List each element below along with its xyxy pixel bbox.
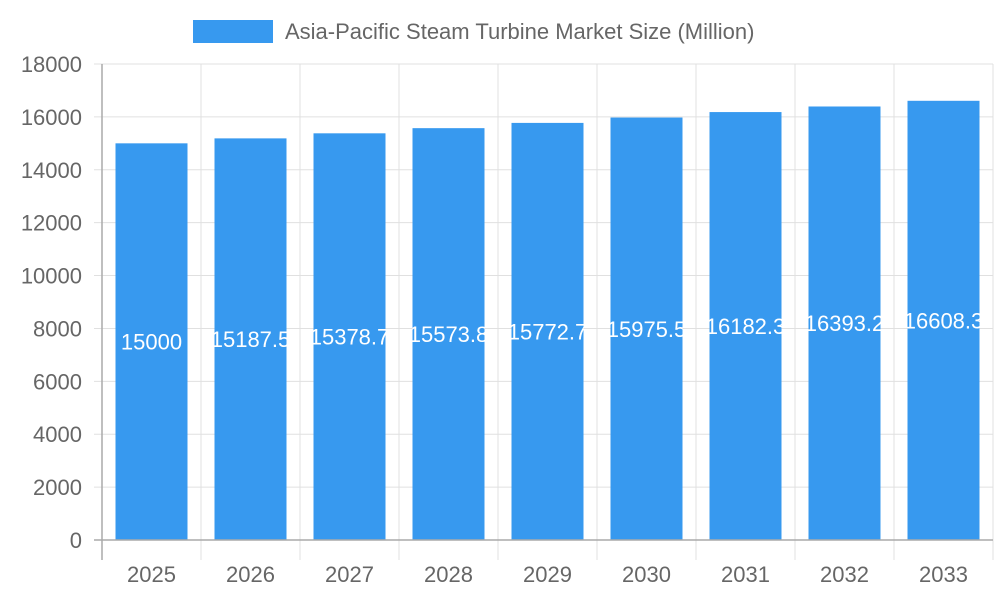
data-label: 15573.8 (409, 322, 489, 347)
x-tick-label: 2027 (325, 562, 374, 587)
y-tick-label: 4000 (33, 422, 82, 447)
bar (412, 128, 485, 540)
data-label: 16393.2 (805, 311, 885, 336)
y-tick-label: 16000 (21, 105, 82, 130)
legend[interactable]: Asia-Pacific Steam Turbine Market Size (… (193, 19, 754, 44)
x-tick-label: 2026 (226, 562, 275, 587)
legend-label: Asia-Pacific Steam Turbine Market Size (… (285, 19, 754, 44)
data-label: 15378.7 (310, 325, 390, 350)
x-tick-label: 2030 (622, 562, 671, 587)
bar (808, 106, 881, 540)
x-tick-label: 2028 (424, 562, 473, 587)
data-label: 15000 (121, 330, 182, 355)
y-tick-label: 10000 (21, 264, 82, 289)
x-tick-label: 2033 (919, 562, 968, 587)
bars: 15000 15187.5 15378.7 15573.8 15772.7 15975.5… (115, 100, 984, 541)
x-tick-label: 2031 (721, 562, 770, 587)
y-tick-label: 0 (70, 528, 82, 553)
bar (313, 133, 386, 540)
data-label: 15772.7 (508, 319, 588, 344)
bar (709, 112, 782, 541)
x-tick-label: 2029 (523, 562, 572, 587)
x-tick-label: 2025 (127, 562, 176, 587)
bar (214, 138, 287, 540)
data-label: 15975.5 (607, 317, 687, 342)
data-label: 16608.3 (904, 308, 984, 333)
bar (511, 122, 584, 540)
y-tick-label: 12000 (21, 211, 82, 236)
y-tick-label: 2000 (33, 475, 82, 500)
axes: 0 2000 4000 6000 8000 10000 12000 14000 16000 180… (21, 52, 993, 587)
y-tick-label: 14000 (21, 158, 82, 183)
bar (115, 143, 188, 541)
y-tick-label: 8000 (33, 316, 82, 341)
x-tick-label: 2032 (820, 562, 869, 587)
y-tick-label: 18000 (21, 52, 82, 77)
legend-swatch (193, 20, 273, 43)
y-tick-label: 6000 (33, 369, 82, 394)
bar (907, 100, 980, 540)
data-label: 16182.3 (706, 314, 786, 339)
data-label: 15187.5 (211, 327, 291, 352)
bar (610, 117, 683, 541)
